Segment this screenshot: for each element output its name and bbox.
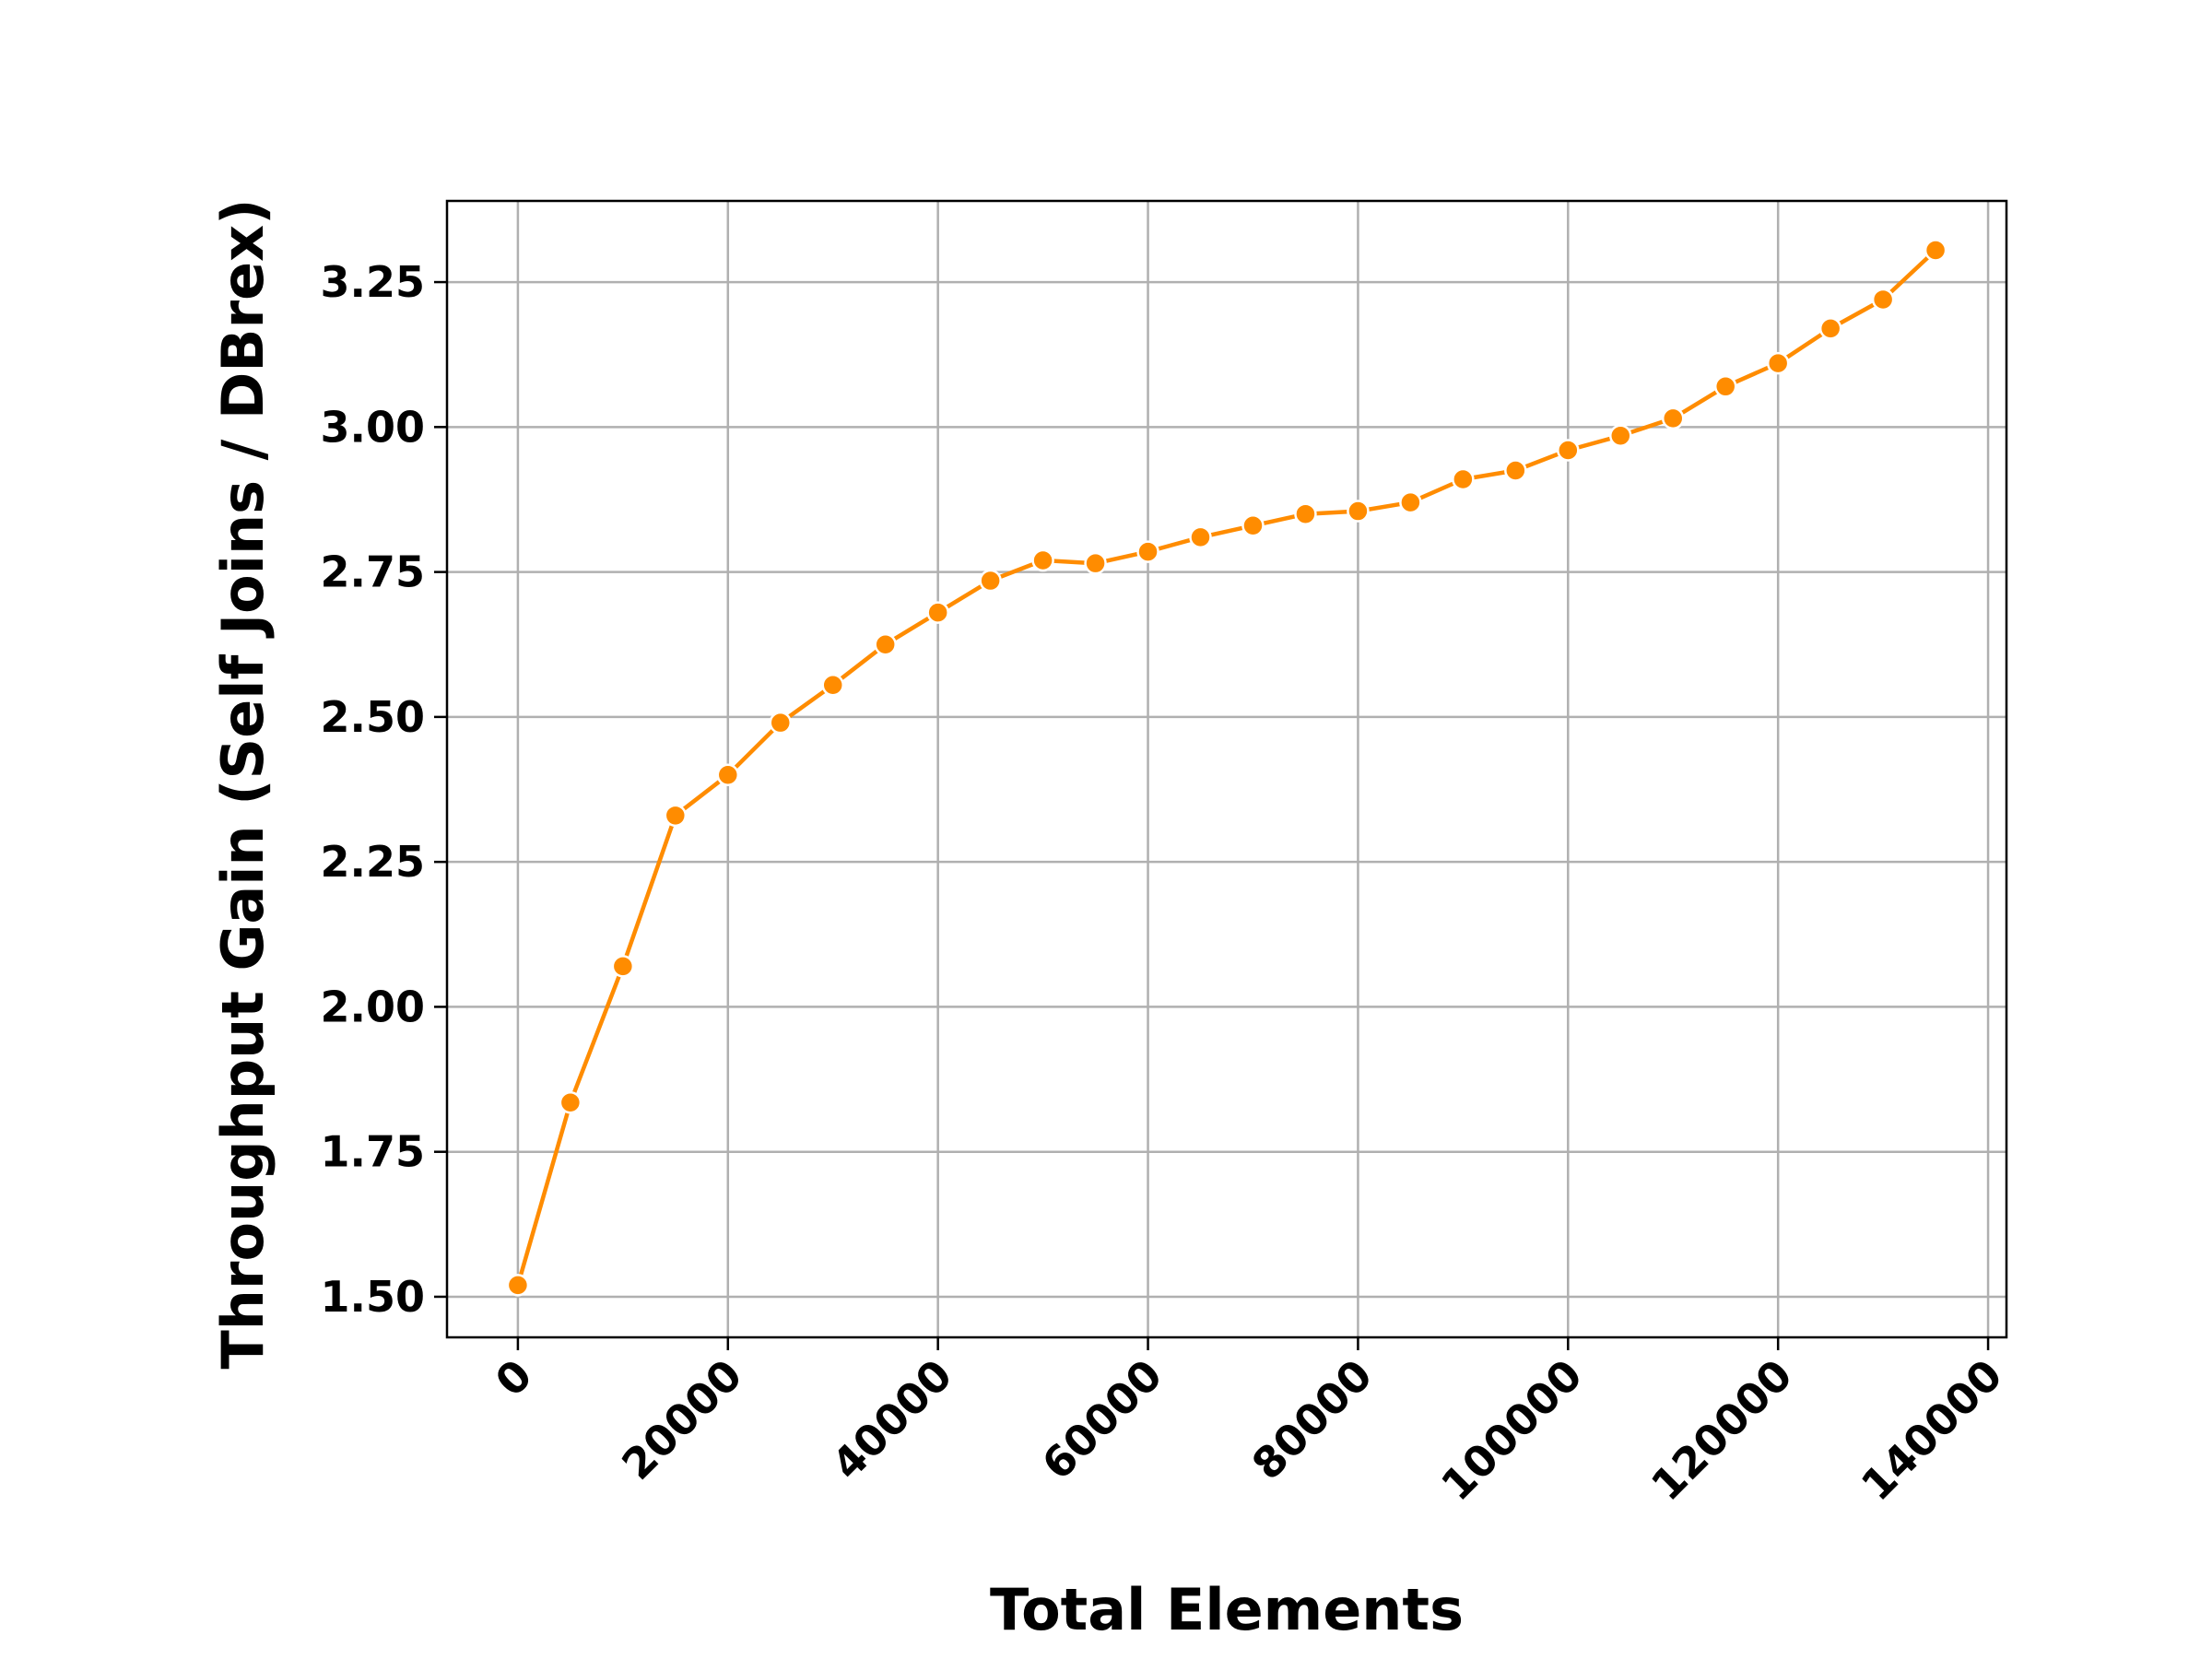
data-point (1557, 439, 1580, 462)
data-point (821, 674, 844, 697)
plot-frame (445, 199, 2008, 1339)
data-point (611, 955, 635, 978)
data-point (1241, 514, 1265, 537)
data-point (874, 632, 897, 656)
x-axis-title: Total Elements (990, 1576, 1464, 1643)
x-axis-ticks: 0 20000 40000 60000 80000 100000 120000 140000 (486, 1337, 2012, 1511)
x-gridlines (516, 201, 1990, 1337)
y-tick-label: 2.50 (321, 692, 426, 742)
y-axis-ticks: 1.50 1.75 2.00 2.25 2.50 2.75 3.00 3.25 (321, 257, 447, 1322)
series-layer (506, 239, 1947, 1297)
x-tick-label: 80000 (1242, 1350, 1382, 1489)
data-point (1294, 502, 1317, 525)
data-point (664, 804, 688, 828)
y-tick-label: 3.25 (321, 257, 426, 307)
data-point (1713, 375, 1737, 398)
data-point (769, 711, 793, 735)
data-point (1871, 288, 1895, 312)
series-line (515, 248, 1937, 1287)
data-point (1661, 406, 1685, 430)
y-tick-label: 3.00 (321, 402, 426, 452)
data-point (1347, 500, 1370, 523)
data-point (1452, 467, 1475, 491)
data-point (1766, 351, 1790, 375)
data-point (1609, 424, 1632, 448)
data-point (926, 601, 949, 624)
y-tick-label: 2.25 (321, 837, 426, 887)
x-tick-label: 60000 (1032, 1350, 1171, 1489)
data-point (716, 763, 740, 787)
x-tick-label: 20000 (612, 1350, 751, 1489)
data-point (1031, 548, 1054, 572)
x-tick-label: 40000 (822, 1350, 961, 1489)
y-tick-label: 1.50 (321, 1272, 426, 1322)
data-point (506, 1274, 530, 1297)
data-point (1504, 459, 1527, 482)
data-point (1818, 317, 1842, 340)
data-point (1399, 490, 1422, 514)
data-point (1136, 540, 1159, 563)
y-gridlines (447, 280, 2006, 1299)
data-point (559, 1090, 582, 1114)
data-point (1189, 525, 1212, 549)
data-point (1084, 551, 1107, 575)
data-point (979, 569, 1002, 593)
x-tick-label: 0 (486, 1350, 542, 1406)
y-tick-label: 2.75 (321, 547, 426, 597)
y-tick-label: 1.75 (321, 1127, 426, 1177)
x-tick-label: 100000 (1431, 1350, 1592, 1511)
x-tick-label: 120000 (1641, 1350, 1802, 1511)
y-axis-title: Throughput Gain (Self Joins / DBrex) (209, 198, 276, 1369)
x-tick-label: 140000 (1852, 1350, 2012, 1511)
data-point (1924, 239, 1947, 262)
y-tick-label: 2.00 (321, 982, 426, 1031)
